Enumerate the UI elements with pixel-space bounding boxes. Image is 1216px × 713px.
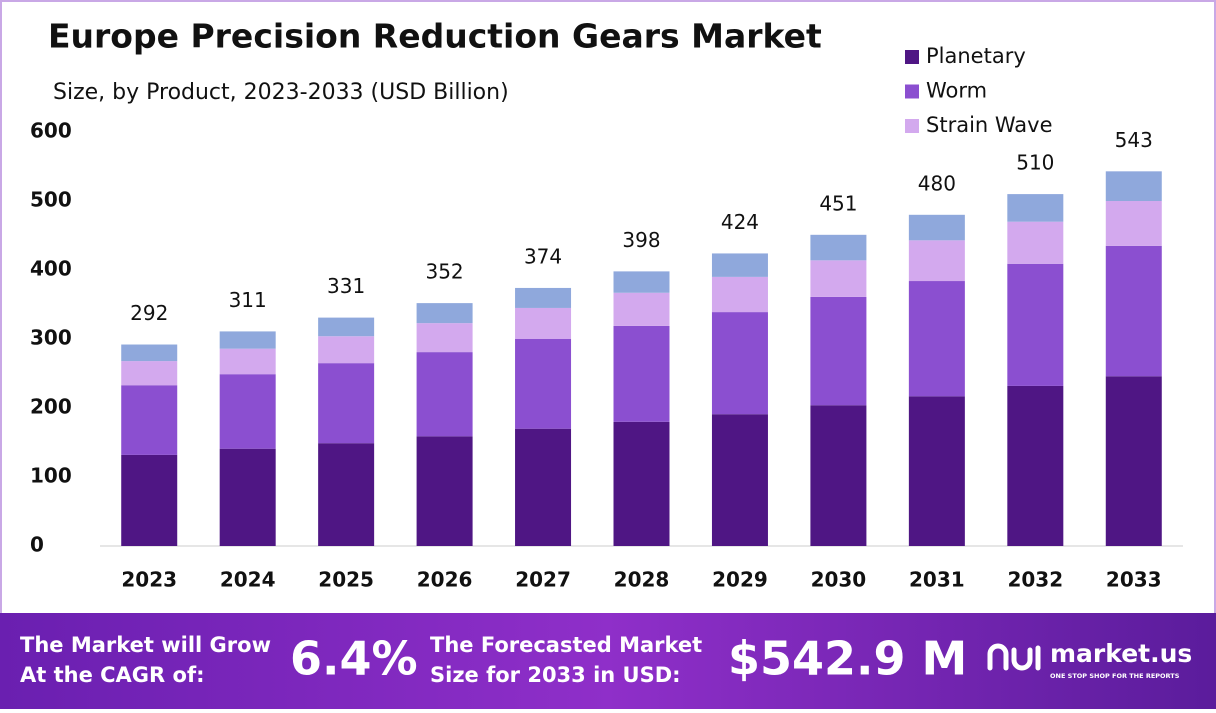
bar-segment xyxy=(318,317,375,337)
bar-segment xyxy=(121,385,178,455)
bar-segment xyxy=(318,336,375,364)
legend-swatch xyxy=(905,84,919,99)
footer-text: Size for 2033 in USD: xyxy=(430,663,681,687)
legend-label: Worm xyxy=(926,79,987,103)
bar-segment xyxy=(908,281,965,397)
bar-segment xyxy=(711,312,768,415)
bar-segment xyxy=(1007,221,1064,264)
legend-swatch xyxy=(905,119,919,133)
bar-segment xyxy=(613,292,670,326)
x-tick-label: 2026 xyxy=(417,568,473,592)
chart-title: Europe Precision Reduction Gears Market xyxy=(48,17,822,56)
y-tick-label: 400 xyxy=(30,257,72,281)
brand-logo xyxy=(987,643,1041,671)
total-label: 398 xyxy=(622,228,660,252)
brand: market.us xyxy=(1050,639,1192,668)
chart-subtitle: Size, by Product, 2023-2033 (USD Billion… xyxy=(53,80,509,105)
bar-segment xyxy=(515,339,572,429)
total-label: 543 xyxy=(1115,128,1153,152)
x-tick-label: 2031 xyxy=(909,568,965,592)
footer-value: $542.9 M xyxy=(728,632,967,686)
bar-segment xyxy=(416,352,473,437)
footer-text: The Market will Grow xyxy=(20,633,271,657)
bar-segment xyxy=(810,405,867,546)
bar-segment xyxy=(121,344,178,362)
bar-segment xyxy=(1007,263,1064,386)
y-tick-label: 600 xyxy=(30,119,72,143)
total-label: 480 xyxy=(918,171,956,195)
bar-segment xyxy=(1105,245,1162,377)
total-label: 374 xyxy=(524,244,562,268)
bar-segment xyxy=(416,436,473,546)
x-tick-label: 2025 xyxy=(318,568,374,592)
bar-segment xyxy=(219,331,276,349)
bar-segment xyxy=(219,448,276,546)
bar-segment xyxy=(1007,194,1064,222)
bar-segment xyxy=(810,260,867,297)
bar-segment xyxy=(1007,385,1064,546)
legend-label: Strain Wave xyxy=(926,113,1053,137)
bar-segment xyxy=(711,253,768,277)
x-tick-label: 2027 xyxy=(515,568,571,592)
bar-segment xyxy=(515,307,572,339)
total-label: 424 xyxy=(721,210,759,234)
bar-segment xyxy=(908,214,965,241)
total-label: 331 xyxy=(327,274,365,298)
bar-segment xyxy=(711,414,768,546)
bar-segment xyxy=(810,296,867,406)
x-tick-label: 2030 xyxy=(811,568,867,592)
bar-segment xyxy=(515,428,572,546)
x-tick-label: 2024 xyxy=(220,568,276,592)
bar-segment xyxy=(908,396,965,546)
tagline: ONE STOP SHOP FOR THE REPORTS xyxy=(1050,672,1180,680)
x-tick-label: 2033 xyxy=(1106,568,1162,592)
x-tick-label: 2028 xyxy=(614,568,670,592)
bar-segment xyxy=(613,325,670,422)
total-label: 352 xyxy=(425,260,463,284)
x-tick-label: 2023 xyxy=(121,568,177,592)
bar-segment xyxy=(219,348,276,375)
total-label: 311 xyxy=(229,288,267,312)
bar-segment xyxy=(613,421,670,546)
footer: The Market will Grow At the CAGR of: 6.4… xyxy=(0,613,1216,709)
bar-segment xyxy=(1105,376,1162,546)
total-label: 510 xyxy=(1016,151,1054,175)
total-label: 292 xyxy=(130,301,168,325)
y-tick-label: 0 xyxy=(30,533,44,557)
bar-segment xyxy=(613,271,670,293)
bar-segment xyxy=(318,443,375,546)
y-tick-label: 200 xyxy=(30,395,72,419)
footer-text: The Forecasted Market xyxy=(430,633,702,657)
bar-segment xyxy=(318,363,375,444)
legend-label: Planetary xyxy=(926,44,1026,68)
x-tick-label: 2032 xyxy=(1007,568,1063,592)
bar-segment xyxy=(219,374,276,449)
y-tick-label: 100 xyxy=(30,464,72,488)
y-tick-label: 500 xyxy=(30,188,72,212)
bar-segment xyxy=(810,234,867,261)
bar-segment xyxy=(1105,201,1162,246)
bar-segment xyxy=(908,240,965,282)
y-tick-label: 300 xyxy=(30,326,72,350)
total-label: 451 xyxy=(819,191,857,215)
footer-cagr: 6.4% xyxy=(290,632,418,686)
bar-segment xyxy=(416,323,473,353)
bar-segment xyxy=(711,276,768,313)
x-tick-label: 2029 xyxy=(712,568,768,592)
bar-segment xyxy=(121,361,178,386)
legend-swatch xyxy=(905,50,919,64)
bar-segment xyxy=(121,454,178,546)
bar-segment xyxy=(1105,171,1162,201)
bar-segment xyxy=(416,303,473,324)
bar-segment xyxy=(515,287,572,308)
footer-text: At the CAGR of: xyxy=(20,663,205,687)
footer-band xyxy=(0,613,1216,709)
